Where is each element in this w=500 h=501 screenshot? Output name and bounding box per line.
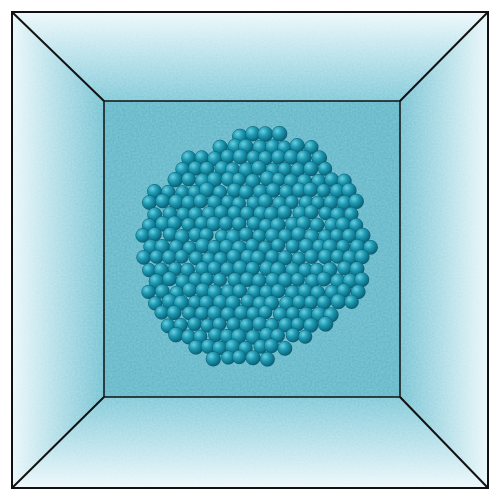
- particle: [182, 282, 198, 298]
- particle: [205, 351, 221, 367]
- particle: [232, 283, 248, 299]
- particle: [218, 216, 234, 231]
- particle: [304, 139, 319, 155]
- particle-cluster: [135, 125, 378, 367]
- particle: [302, 182, 318, 198]
- particle: [271, 125, 288, 142]
- box-outer-frame: [11, 11, 489, 489]
- particle: [296, 149, 312, 166]
- particle: [263, 338, 279, 354]
- particle: [344, 294, 359, 310]
- particle: [162, 271, 178, 287]
- particle: [245, 350, 261, 366]
- particle: [290, 272, 305, 287]
- particle: [318, 161, 333, 176]
- particle: [168, 327, 184, 343]
- particle: [298, 329, 313, 344]
- particle: [149, 249, 164, 264]
- particle: [304, 248, 319, 264]
- particle: [167, 171, 183, 188]
- particle: [166, 305, 182, 321]
- particle: [257, 126, 274, 142]
- box-edge-top-right: [399, 11, 489, 102]
- particle: [174, 249, 189, 264]
- particle: [181, 171, 196, 187]
- particle: [154, 305, 169, 320]
- particle: [303, 204, 319, 220]
- particle: [363, 239, 378, 255]
- particle: [316, 271, 332, 287]
- particle: [348, 193, 364, 210]
- particle: [232, 148, 249, 165]
- particle: [285, 327, 301, 343]
- particle: [317, 316, 334, 332]
- box-inner-frame: [103, 100, 401, 398]
- particle: [147, 227, 162, 242]
- box-edge-top-left: [11, 11, 105, 102]
- particle: [231, 216, 247, 232]
- particle: [330, 293, 347, 310]
- particle: [136, 250, 152, 265]
- box-edge-bottom-right: [399, 396, 489, 489]
- particle: [270, 238, 286, 253]
- particle: [232, 349, 247, 365]
- particle: [259, 351, 275, 367]
- particle: [277, 340, 293, 356]
- particle: [276, 204, 292, 220]
- particle: [284, 194, 299, 210]
- particle: [193, 193, 209, 209]
- particle: [187, 316, 202, 331]
- box-edges: [11, 11, 489, 489]
- box-edge-bottom-left: [11, 396, 105, 489]
- particle: [155, 193, 170, 209]
